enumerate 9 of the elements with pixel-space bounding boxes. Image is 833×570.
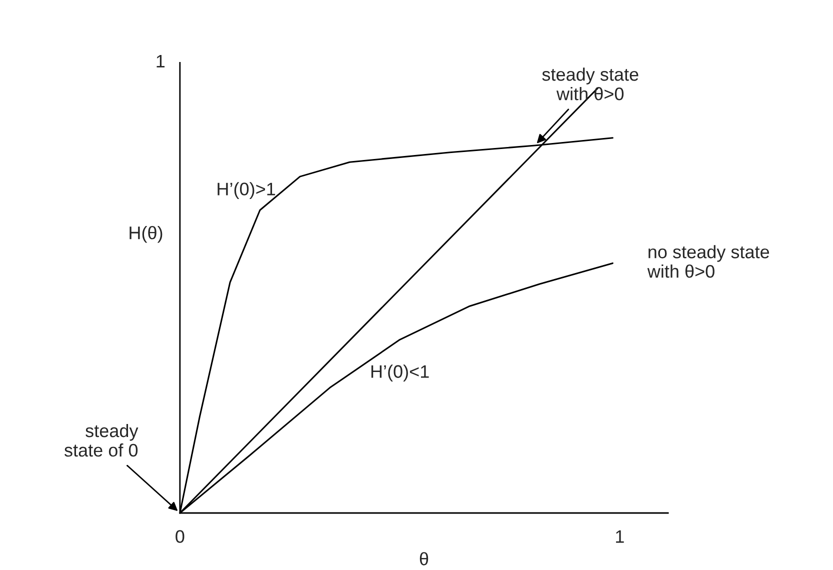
annotation: no steady state with θ>0 (647, 245, 770, 278)
annotation: steady state of 0 (64, 424, 138, 457)
y-axis-title: H(θ) (130, 226, 162, 243)
series-label: H’(0)<1 (371, 364, 429, 382)
x-tick-label: 0 (176, 530, 184, 543)
series-label: H’(0)>1 (218, 182, 276, 199)
x-axis-title: θ (420, 552, 428, 566)
text: 1 (156, 54, 165, 68)
annotation: steady state with θ>0 (542, 68, 638, 100)
